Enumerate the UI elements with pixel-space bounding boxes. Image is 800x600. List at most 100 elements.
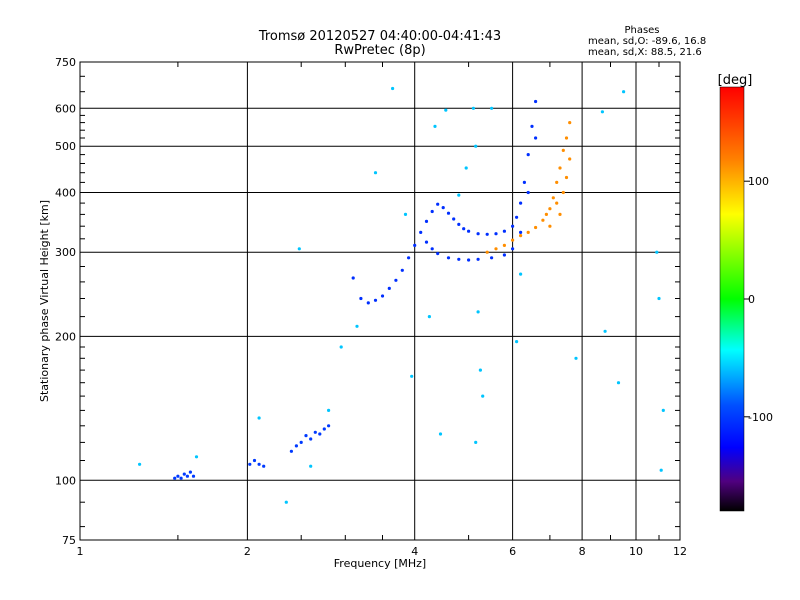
data-point [574,356,578,360]
data-point [510,238,515,242]
data-point [522,180,527,184]
plot-frame [79,61,681,541]
data-point [327,408,331,412]
data-point [548,207,552,211]
data-point [176,474,180,478]
x-tick-label: 6 [509,545,516,558]
data-point [182,472,186,476]
data-point [410,374,414,378]
data-points [138,86,665,504]
data-point [519,201,523,205]
data-point [510,247,515,251]
data-point [515,215,519,219]
y-tick-label: 200 [55,330,76,343]
data-point [424,240,429,244]
data-point [366,301,370,305]
data-point [502,253,506,257]
data-point [289,449,293,453]
x-tick-label: 4 [411,545,418,558]
data-point [467,229,471,233]
data-point [424,219,429,223]
colorbar-label: [deg] [718,73,753,88]
data-point [526,190,530,195]
data-point [194,455,199,459]
data-point [526,153,530,157]
data-point [534,99,538,104]
data-point [339,345,343,349]
data-point [661,408,665,412]
data-point [188,470,192,474]
data-point [457,193,461,197]
y-tick-label: 400 [55,187,76,200]
data-point [564,136,569,140]
data-point [318,432,322,436]
data-point [304,434,308,438]
data-point [436,202,440,206]
colorbar-tick-label: 0 [748,293,755,306]
data-point [462,227,466,231]
data-point [430,209,434,214]
data-point [373,298,378,302]
data-point [327,424,331,428]
data-point [403,212,408,216]
data-point [419,230,423,234]
data-point [519,230,523,234]
data-point [309,464,313,468]
data-point [494,247,498,251]
data-point [530,124,534,128]
data-point [413,243,417,247]
y-tick-label: 75 [62,534,76,547]
data-point [313,430,317,434]
data-point [430,247,434,251]
data-point [519,272,523,276]
data-point [502,243,506,247]
data-point [551,196,555,200]
data-point [457,257,461,261]
data-point [262,464,266,468]
data-point [485,250,489,254]
data-point [294,444,298,448]
x-axis-ticks: 1 2 4 6 8 10 12 [77,62,687,558]
x-tick-label: 8 [579,545,586,558]
data-point [438,432,443,436]
data-point [474,144,478,148]
data-point [481,394,485,398]
data-point [558,212,562,216]
x-tick-label: 1 [77,545,84,558]
phases-line-o: mean, sd,O: -89.6, 16.8 [588,36,706,47]
x-tick-label: 2 [244,545,251,558]
data-point [257,416,261,420]
data-point [185,474,189,478]
data-point [446,211,451,215]
colorbar [719,86,745,512]
data-point [252,458,257,463]
data-point [476,257,480,261]
data-point [322,427,326,431]
y-tick-label: 750 [55,56,76,69]
colorbar-ticks: 100 0 -100 [744,175,773,424]
data-point [561,148,565,152]
data-point [452,217,456,221]
phases-line-x: mean, sd,X: 88.5, 21.6 [588,47,702,58]
data-point [441,206,445,210]
chart-subtitle: RwPretec (8p) [334,43,425,58]
data-point [558,166,562,170]
data-point [476,310,480,314]
data-point [474,440,478,444]
chart-title: Tromsø 20120527 04:40:00-04:41:43 [258,29,501,44]
data-point [526,230,530,234]
data-point [464,166,468,170]
data-point [446,256,451,260]
data-point [485,232,489,236]
grid-lines [79,61,681,541]
y-axis-ticks: 75 100 200 300 400 500 600 750 [55,56,680,547]
data-point [548,224,552,228]
data-point [494,232,498,236]
y-axis-label: Stationary phase Virtual Height [km] [38,200,51,402]
data-point [380,294,385,298]
data-point [391,86,395,91]
data-point [561,190,565,195]
data-point [478,368,482,372]
data-point [359,296,363,301]
